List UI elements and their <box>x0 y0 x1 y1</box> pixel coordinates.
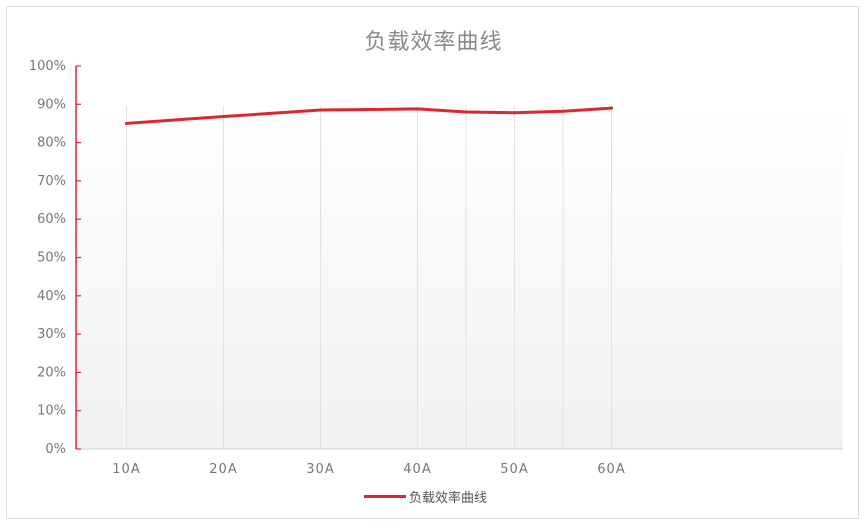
x-tick-label: 60A <box>597 462 625 477</box>
y-tick-label: 0% <box>45 442 66 457</box>
series-point[interactable] <box>222 115 225 119</box>
series-point[interactable] <box>416 107 419 111</box>
series-point[interactable] <box>561 109 565 113</box>
y-tick-label: 10% <box>37 404 66 419</box>
plot-area <box>76 106 843 449</box>
y-tick-label: 60% <box>37 212 66 227</box>
series <box>125 106 613 125</box>
x-tick-label: 40A <box>403 462 431 477</box>
y-tick-label: 50% <box>37 251 66 266</box>
series-point[interactable] <box>610 106 613 110</box>
x-tick-label: 50A <box>500 462 528 477</box>
legend[interactable]: 负载效率曲线 <box>364 487 488 506</box>
y-tick-label: 80% <box>37 136 66 151</box>
series-point[interactable] <box>464 110 468 114</box>
x-tick-labels: 10A 20A 30A 40A 50A 60A <box>112 462 625 477</box>
series-line[interactable] <box>125 106 613 125</box>
legend-label: 负载效率曲线 <box>409 490 488 506</box>
x-tick-label: 30A <box>306 462 334 477</box>
y-tick-label: 100% <box>29 59 66 74</box>
y-tick-label: 40% <box>37 289 66 304</box>
series-point[interactable] <box>125 121 128 125</box>
y-tick-label: 30% <box>37 327 66 342</box>
series-point[interactable] <box>319 108 322 112</box>
grid-lines <box>126 106 612 449</box>
y-tick-label: 70% <box>37 174 66 189</box>
x-tick-label: 20A <box>209 462 237 477</box>
chart-title: 负载效率曲线 <box>364 30 503 55</box>
legend-swatch <box>364 494 406 498</box>
x-tick-label: 10A <box>112 462 140 477</box>
y-tick-label: 90% <box>37 97 66 112</box>
y-tick-labels: 0% 10% 20% 30% 40% 50% 60% 70% 80% 90% 100% <box>29 59 81 457</box>
series-point[interactable] <box>513 111 516 115</box>
y-tick-label: 20% <box>37 365 66 380</box>
